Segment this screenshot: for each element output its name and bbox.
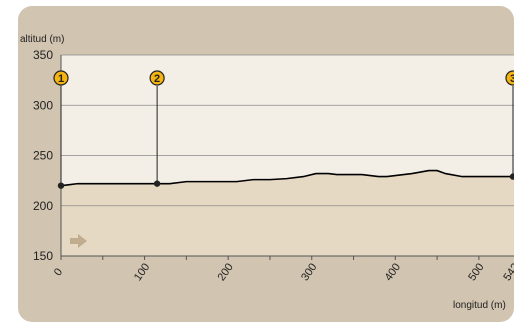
waypoint-dot (509, 173, 514, 180)
waypoint-2[interactable]: 2 (149, 70, 165, 187)
waypoint-marker (149, 70, 165, 86)
x-axis-label: longitud (m) (453, 300, 506, 311)
y-tick-label: 300 (33, 98, 53, 112)
waypoints: 1 2 3 (53, 70, 514, 189)
waypoint-marker (505, 70, 514, 86)
waypoint-dot (57, 182, 65, 189)
y-tick-label: 150 (33, 249, 53, 263)
arrow-right-icon[interactable] (70, 234, 87, 248)
y-tick-label: 250 (33, 149, 53, 163)
y-tick-label: 200 (33, 199, 53, 213)
waypoint-label: 1 (58, 73, 64, 85)
waypoint-dot (153, 180, 161, 187)
y-axis-label: altitud (m) (20, 34, 64, 45)
waypoint-label: 3 (510, 73, 514, 85)
elevation-line (60, 169, 514, 187)
y-axis: 150 200 250 300 350 (33, 48, 53, 263)
elevation-area (61, 170, 514, 256)
waypoint-1[interactable]: 1 (53, 70, 69, 189)
waypoint-marker (53, 70, 69, 86)
waypoint-label: 2 (154, 73, 160, 85)
waypoint-3[interactable]: 3 (505, 70, 514, 180)
y-tick-label: 350 (33, 48, 53, 62)
x-tick-label: 0 (52, 266, 65, 278)
